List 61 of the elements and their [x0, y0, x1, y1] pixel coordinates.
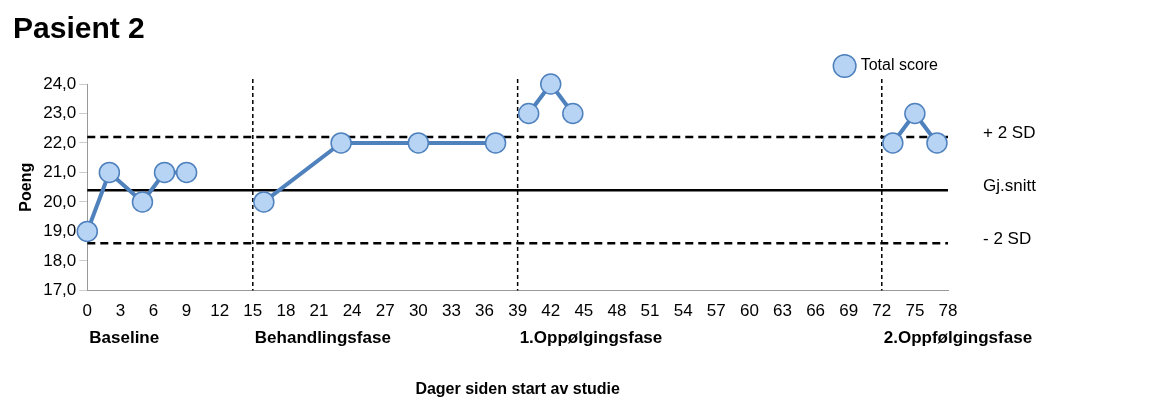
- x-tick-label: 78: [938, 301, 958, 321]
- point: [76, 220, 99, 243]
- text: 2.Oppfølgingsfase: [883, 328, 1033, 348]
- x-tick-label: 12: [210, 301, 230, 321]
- y-tick-label: 20,0: [43, 191, 77, 211]
- point: [517, 102, 540, 125]
- point: [407, 132, 430, 154]
- x-tick-label: 18: [276, 301, 296, 321]
- point: [882, 132, 904, 154]
- point: [926, 132, 948, 154]
- point: [253, 191, 275, 213]
- point: [98, 161, 121, 184]
- x-tick-label: 63: [773, 301, 792, 321]
- y-tick-label: 17,0: [43, 280, 77, 300]
- x-tick-label: 69: [839, 301, 859, 321]
- x-tick-label: 9: [181, 301, 192, 321]
- y-axis-title: Poeng: [17, 162, 35, 212]
- y-tick-label: 22,0: [43, 132, 77, 152]
- x-tick-label: 75: [905, 301, 925, 321]
- x-tick-label: 48: [607, 301, 627, 321]
- y-tick-label: 19,0: [43, 221, 77, 241]
- x-tick-label: 72: [872, 301, 892, 321]
- x-tick-label: 45: [574, 301, 594, 321]
- point: [175, 161, 198, 184]
- x-tick-label: 51: [640, 301, 660, 321]
- x-tick-label: 33: [441, 301, 461, 321]
- y-tick-label: 24,0: [43, 73, 77, 93]
- point: [904, 102, 926, 125]
- text: Baseline: [89, 328, 160, 348]
- point: [330, 132, 352, 154]
- x-tick-label: 66: [806, 301, 826, 321]
- ref-line-label: + 2 SD: [983, 122, 1036, 142]
- x-tick-label: 24: [342, 301, 362, 321]
- x-axis-title: Dager siden start av studie: [415, 379, 620, 397]
- point: [540, 73, 562, 95]
- y-tick-label: 23,0: [43, 103, 77, 123]
- chart-title: Pasient 2: [13, 11, 145, 45]
- x-tick-label: 21: [309, 301, 329, 321]
- point: [131, 191, 154, 213]
- y-tick-label: 21,0: [43, 162, 77, 182]
- legend-label: Total score: [860, 56, 939, 74]
- x-tick-label: 3: [115, 301, 126, 321]
- text: Behandlingsfase: [254, 328, 391, 348]
- ref-line-label: Gj.snitt: [983, 175, 1037, 195]
- x-tick-label: 15: [243, 301, 263, 321]
- x-tick-label: 6: [148, 301, 159, 321]
- ref-line-label: - 2 SD: [983, 228, 1032, 248]
- x-tick-label: 39: [508, 301, 528, 321]
- point: [153, 161, 176, 184]
- x-tick-label: 57: [706, 301, 726, 321]
- x-tick-label: 30: [408, 301, 428, 321]
- x-tick-label: 60: [739, 301, 759, 321]
- point: [484, 132, 507, 154]
- x-tick-label: 36: [475, 301, 494, 321]
- x-tick-label: 0: [82, 301, 93, 321]
- x-tick-label: 42: [541, 301, 561, 321]
- text: 1.Oppølgingsfase: [519, 328, 663, 348]
- y-tick-label: 18,0: [43, 250, 77, 270]
- point: [562, 102, 584, 125]
- x-tick-label: 27: [375, 301, 395, 321]
- x-tick-label: 54: [673, 301, 693, 321]
